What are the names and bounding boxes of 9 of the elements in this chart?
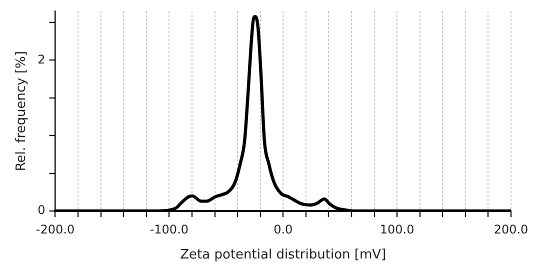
y-axis-title: Rel. frequency [%] xyxy=(14,51,30,172)
x-tick-label: -100.0 xyxy=(150,222,189,236)
x-axis-title: Zeta potential distribution [mV] xyxy=(180,248,386,263)
x-tick-label: 200.0 xyxy=(494,222,528,236)
x-tick-label: 0.0 xyxy=(274,222,293,236)
x-tick-label: 100.0 xyxy=(380,222,414,236)
y-tick-label: 0 xyxy=(38,203,46,218)
y-tick-label: 2 xyxy=(38,52,46,66)
x-tick-label: -200.0 xyxy=(36,222,75,236)
